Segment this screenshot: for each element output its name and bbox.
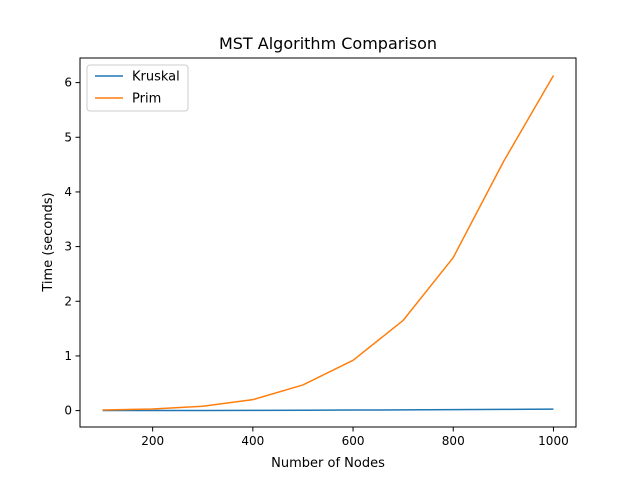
plot-frame [79,57,577,428]
y-axis-label: Time (seconds) [41,192,56,292]
y-tick-label: 6 [64,76,72,90]
x-tick-label: 800 [442,434,465,448]
y-tick-label: 4 [64,185,72,199]
x-tick-label: 1000 [538,434,569,448]
legend: Kruskal Prim [86,64,189,112]
series-layer [102,75,555,412]
x-tick-label: 600 [342,434,365,448]
x-axis-label: Number of Nodes [271,456,385,471]
plot-area [80,58,576,427]
y-tick-label: 1 [64,349,72,363]
series-line-kruskal [102,408,554,412]
y-tick-label: 3 [64,240,72,254]
chart-title: MST Algorithm Comparison [219,34,437,53]
x-tick-label: 400 [241,434,264,448]
series-line-prim [102,75,555,411]
legend-label-prim: Prim [132,92,161,107]
ticks-layer: 200 400 600 800 1000 0 1 2 3 4 5 6 [64,76,568,448]
legend-label-kruskal: Kruskal [132,70,180,85]
y-tick-label: 2 [64,294,72,308]
y-tick-label: 0 [64,404,72,418]
x-tick-label: 200 [141,434,164,448]
y-tick-label: 5 [64,130,72,144]
